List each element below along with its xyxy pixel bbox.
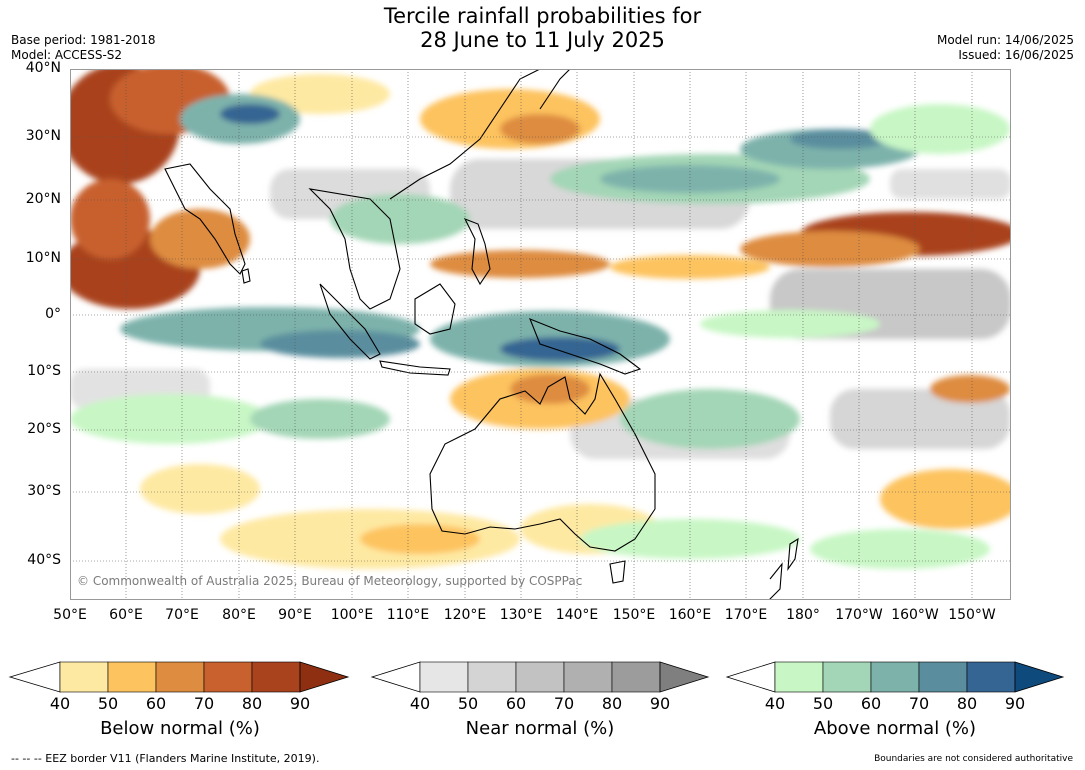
australia-coast	[429, 372, 656, 552]
latitude-label: 30°N	[25, 128, 61, 144]
sri-lanka-coast	[241, 268, 251, 284]
colorbar-above-title: Above normal (%)	[813, 718, 977, 739]
longitude-label: 170°E	[724, 607, 768, 623]
colorbar-swatch	[467, 661, 517, 693]
longitude-label: 70°E	[165, 607, 199, 623]
longitude-label: 150°E	[612, 607, 656, 623]
indochina-coast	[308, 188, 401, 310]
meta-right: Model run: 14/06/2025 Issued: 16/06/2025	[937, 33, 1074, 63]
colorbar-swatch	[251, 661, 301, 693]
colorbar-tick-label: 90	[1004, 694, 1026, 713]
colorbar-swatch	[515, 661, 565, 693]
latitude-label: 10°S	[27, 363, 61, 379]
colorbar-min-triangle	[725, 661, 776, 693]
colorbar-swatch	[563, 661, 613, 693]
probability-field	[60, 64, 1020, 569]
longitude-label: 180°	[786, 607, 820, 623]
longitude-label: 90°E	[278, 607, 312, 623]
colorbar-tick-label: 50	[97, 694, 119, 713]
latitude-label: 0°	[45, 306, 61, 322]
longitude-label: 110°E	[386, 607, 430, 623]
colorbar-tick-label: 50	[457, 694, 479, 713]
colorbar-swatch	[59, 661, 109, 693]
map-title-line2: 28 June to 11 July 2025	[420, 28, 665, 52]
java-coast	[379, 360, 451, 376]
colorbar-swatch	[611, 661, 661, 693]
latitude-label: 40°S	[27, 552, 61, 568]
new-guinea-coast	[529, 318, 642, 375]
colorbar-tick-label: 80	[601, 694, 623, 713]
colorbar-min-triangle	[8, 661, 61, 693]
china-coast	[389, 68, 541, 200]
colorbar-tick-label: 40	[764, 694, 786, 713]
longitude-label: 170°W	[835, 607, 883, 623]
colorbar-tick-label: 50	[812, 694, 834, 713]
meta-left: Base period: 1981-2018 Model: ACCESS-S2	[11, 33, 156, 63]
colorbar-min-triangle	[370, 661, 421, 693]
latitude-label: 40°N	[25, 60, 61, 76]
colorbar-tick-label: 60	[860, 694, 882, 713]
colorbar-tick-label: 60	[145, 694, 167, 713]
latitude-label: 30°S	[27, 483, 61, 499]
longitude-label: 80°E	[222, 607, 256, 623]
longitude-label: 60°E	[109, 607, 143, 623]
colorbar-swatch	[822, 661, 872, 693]
eez-border-note: -- -- -- EEZ border V11 (Flanders Marine…	[11, 752, 320, 765]
colorbar-below-title: Below normal (%)	[100, 718, 260, 739]
map-panel	[60, 64, 1020, 610]
colorbar-swatch	[419, 661, 469, 693]
map-title-line1: Tercile rainfall probabilities for	[383, 4, 702, 28]
latitude-label: 20°N	[25, 191, 61, 207]
colorbar-tick-label: 80	[956, 694, 978, 713]
colorbar-swatch	[918, 661, 968, 693]
colorbar-swatch	[107, 661, 157, 693]
tasmania-coast	[609, 560, 626, 584]
longitude-label: 120°E	[443, 607, 487, 623]
copyright-text: © Commonwealth of Australia 2025, Bureau…	[77, 574, 583, 588]
latitude-label: 20°S	[27, 421, 61, 437]
colorbar-max-triangle	[1014, 661, 1065, 693]
colorbar-max-triangle	[299, 661, 350, 693]
colorbar-swatch	[870, 661, 920, 693]
base-period-text: Base period: 1981-2018	[11, 33, 156, 47]
model-run-text: Model run: 14/06/2025	[936, 33, 1074, 47]
sumatra-coast	[319, 283, 381, 360]
latitude-label: 10°N	[25, 250, 61, 266]
longitude-label: 140°E	[555, 607, 599, 623]
longitude-label: 160°E	[668, 607, 712, 623]
colorbar-max-triangle	[659, 661, 710, 693]
colorbar-tick-label: 60	[505, 694, 527, 713]
colorbar-swatch	[774, 661, 824, 693]
longitude-label: 50°E	[53, 607, 87, 623]
longitude-label: 150°W	[948, 607, 996, 623]
boundaries-disclaimer: Boundaries are not considered authoritat…	[874, 754, 1073, 764]
colorbar-tick-label: 80	[241, 694, 263, 713]
longitude-label: 130°E	[499, 607, 543, 623]
colorbar-tick-label: 70	[553, 694, 575, 713]
longitude-label: 160°W	[891, 607, 939, 623]
colorbar-tick-label: 90	[289, 694, 311, 713]
map-title: Tercile rainfall probabilities for 28 Ju…	[0, 4, 1085, 52]
colorbar-near-title: Near normal (%)	[465, 718, 615, 739]
colorbar-swatch	[203, 661, 253, 693]
colorbar-tick-label: 70	[908, 694, 930, 713]
philippines-coast	[463, 217, 491, 286]
map-canvas	[60, 64, 1020, 610]
map-frame	[70, 69, 1011, 600]
india-coast	[164, 163, 246, 275]
colorbar-tick-label: 40	[409, 694, 431, 713]
model-text: Model: ACCESS-S2	[11, 48, 123, 62]
issued-text: Issued: 16/06/2025	[958, 48, 1074, 62]
colorbar-tick-label: 70	[193, 694, 215, 713]
borneo-coast	[414, 283, 456, 335]
colorbar-swatch	[155, 661, 205, 693]
colorbar-swatch	[966, 661, 1016, 693]
longitude-label: 100°E	[330, 607, 374, 623]
colorbar-tick-label: 90	[649, 694, 671, 713]
colorbar-tick-label: 40	[49, 694, 71, 713]
japan-coast	[539, 68, 571, 110]
